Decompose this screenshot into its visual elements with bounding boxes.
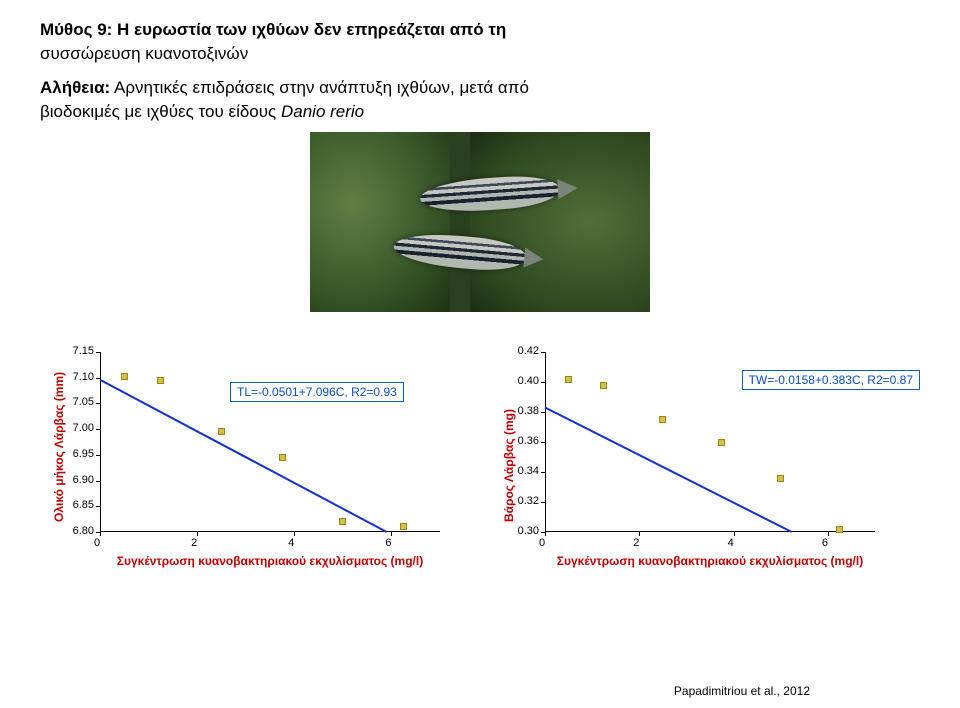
myth-heading: Μύθος 9: Η ευρωστία των ιχθύων δεν επηρε… <box>40 20 920 40</box>
species-name: Danio rerio <box>281 102 364 121</box>
charts-row: 6.806.856.906.957.007.057.107.150246Ολικ… <box>40 342 920 587</box>
data-point <box>121 373 128 380</box>
heading-rest: Η ευρωστία των ιχθύων δεν επηρεάζεται απ… <box>112 20 506 39</box>
truth-line: Αλήθεια: Αρνητικές επιδράσεις στην ανάπτ… <box>40 78 920 98</box>
fish-photo-wrap <box>40 132 920 312</box>
chart-right-weight: 0.300.320.340.360.380.400.420246Βάρος Λά… <box>490 342 920 587</box>
data-point <box>157 377 164 384</box>
truth-line-2: βιοδοκιμές με ιχθύες του είδους Danio re… <box>40 102 920 122</box>
data-point <box>659 416 666 423</box>
heading-prefix: Μύθος 9: <box>40 20 112 39</box>
data-point <box>600 382 607 389</box>
data-point <box>218 428 225 435</box>
algae-right <box>470 132 650 312</box>
citation: Papadimitriou et al., 2012 <box>674 684 810 698</box>
chart-left-total-length: 6.806.856.906.957.007.057.107.150246Ολικ… <box>40 342 470 587</box>
truth-prefix: Αλήθεια: <box>40 78 110 97</box>
truth-rest: Αρνητικές επιδράσεις στην ανάπτυξη ιχθύω… <box>110 78 529 97</box>
data-point <box>279 454 286 461</box>
trend-svg <box>490 342 920 587</box>
algae-left <box>310 132 450 312</box>
fish-photo <box>310 132 650 312</box>
data-point <box>777 475 784 482</box>
myth-heading-line2: συσσώρευση κυανοτοξινών <box>40 44 920 64</box>
data-point <box>339 518 346 525</box>
data-point <box>565 376 572 383</box>
data-point <box>400 523 407 530</box>
trend-svg <box>40 342 470 587</box>
data-point <box>836 526 843 533</box>
data-point <box>718 439 725 446</box>
truth-line2-a: βιοδοκιμές με ιχθύες του είδους <box>40 102 281 121</box>
